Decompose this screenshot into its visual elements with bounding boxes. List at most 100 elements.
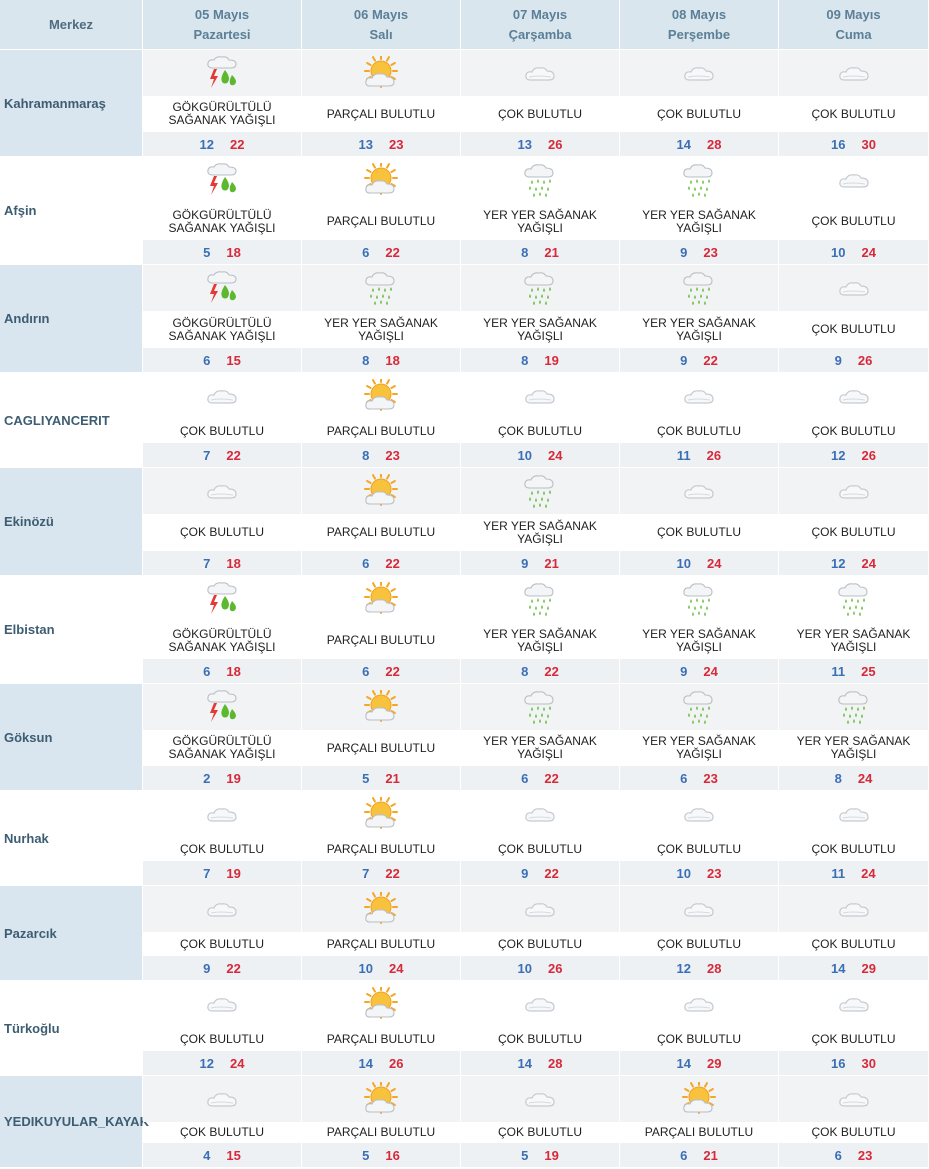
forecast-cell: ÇOK BULUTLU 14 28 [461,981,620,1076]
cloudy-icon [837,1089,871,1109]
cloudy-icon [837,804,871,824]
max-temperature: 23 [385,447,400,463]
partly-cloudy-icon [363,474,399,508]
cloudy-icon [205,1089,239,1109]
forecast-cell: PARÇALI BULUTLU 6 22 [302,157,461,265]
weather-description: PARÇALI BULUTLU [326,1031,436,1046]
cloudy-icon [205,481,239,501]
weather-description: ÇOK BULUTLU [811,1125,896,1139]
min-temperature: 9 [203,960,211,976]
weather-description: YER YER SAĞANAK YAĞIŞLI [642,626,756,654]
max-temperature: 22 [385,244,400,260]
partly-cloudy-icon [363,582,399,616]
forecast-cell: YER YER SAĞANAK YAĞIŞLI 8 21 [461,157,620,265]
forecast-cell: ÇOK BULUTLU 7 18 [143,468,302,576]
partly-cloudy-icon [681,1082,717,1116]
forecast-cell: YER YER SAĞANAK YAĞIŞLI 8 22 [461,576,620,684]
weather-description: YER YER SAĞANAK YAĞIŞLI [642,207,756,235]
weather-description: ÇOK BULUTLU [811,841,896,856]
forecast-cell: ÇOK BULUTLU 11 26 [620,373,779,468]
showers-icon [522,689,558,725]
forecast-cell: PARÇALI BULUTLU 6 21 [620,1076,779,1168]
header-date: 09 Mayıs [826,6,881,22]
weather-description: GÖKGÜRÜLTÜLÜ SAĞANAK YAĞIŞLI [168,100,276,127]
min-temperature: 6 [362,555,370,571]
partly-cloudy-icon [363,56,399,90]
header-date: 08 Mayıs [671,6,727,22]
weather-description: ÇOK BULUTLU [497,106,583,121]
forecast-cell: ÇOK BULUTLU 14 29 [779,886,929,981]
min-temperature: 14 [517,1055,532,1071]
max-temperature: 30 [861,136,876,152]
max-temperature: 28 [548,1055,563,1071]
max-temperature: 24 [389,960,404,976]
forecast-cell: GÖKGÜRÜLTÜLÜ SAĞANAK YAĞIŞLI 6 15 [143,265,302,373]
partly-cloudy-icon [363,987,399,1021]
max-temperature: 24 [230,1055,245,1071]
forecast-cell: PARÇALI BULUTLU 7 22 [302,791,461,886]
cloudy-icon [682,804,716,824]
max-temperature: 19 [544,352,559,368]
weather-description: ÇOK BULUTLU [497,423,583,438]
forecast-cell: ÇOK BULUTLU 9 26 [779,265,929,373]
weather-description: PARÇALI BULUTLU [326,633,436,647]
showers-icon [522,162,558,198]
max-temperature: 29 [861,960,876,976]
cloudy-icon [837,994,871,1014]
min-temperature: 13 [358,136,373,152]
min-temperature: 9 [680,352,688,368]
weather-description: ÇOK BULUTLU [497,841,583,856]
weather-description: ÇOK BULUTLU [179,936,265,951]
forecast-cell: ÇOK BULUTLU 10 24 [779,157,929,265]
partly-cloudy-icon [363,797,399,831]
weather-description: ÇOK BULUTLU [811,936,896,951]
max-temperature: 26 [389,1055,404,1071]
max-temperature: 26 [857,352,873,368]
forecast-cell: YER YER SAĞANAK YAĞIŞLI 6 22 [461,684,620,791]
showers-icon [836,689,872,725]
header-weekday: Salı [369,26,393,42]
weather-description: ÇOK BULUTLU [811,322,896,336]
weather-description: YER YER SAĞANAK YAĞIŞLI [483,315,597,343]
city-name: Ekinözü [0,468,143,576]
forecast-cell: PARÇALI BULUTLU 13 23 [302,50,461,157]
min-temperature: 4 [203,1147,211,1163]
thunderstorm-rain-icon [205,581,239,617]
weather-description: ÇOK BULUTLU [179,525,265,539]
min-temperature: 14 [831,960,846,976]
forecast-cell: ÇOK BULUTLU 9 22 [461,791,620,886]
max-temperature: 23 [703,770,718,786]
max-temperature: 18 [226,555,241,571]
city-name: Andırın [0,265,143,373]
city-name: Türkoğlu [0,981,143,1076]
forecast-cell: ÇOK BULUTLU 7 22 [143,373,302,468]
showers-icon [681,581,717,617]
forecast-cell: GÖKGÜRÜLTÜLÜ SAĞANAK YAĞIŞLI 12 22 [143,50,302,157]
min-temperature: 6 [362,244,370,260]
partly-cloudy-icon [363,163,399,197]
forecast-cell: ÇOK BULUTLU 14 28 [620,50,779,157]
min-temperature: 6 [203,663,211,679]
min-temperature: 9 [521,555,529,571]
min-temperature: 2 [203,770,211,786]
min-temperature: 14 [358,1055,373,1071]
min-temperature: 7 [362,865,370,881]
forecast-cell: ÇOK BULUTLU 16 30 [779,50,929,157]
weather-description: ÇOK BULUTLU [179,423,265,438]
city-name: CAGLIYANCERIT [0,373,143,468]
city-name: Pazarcık [0,886,143,981]
forecast-cell: ÇOK BULUTLU 10 26 [461,886,620,981]
forecast-cell: YER YER SAĞANAK YAĞIŞLI 8 18 [302,265,461,373]
min-temperature: 6 [521,770,529,786]
city-name: YEDIKUYULAR_KAYAK [0,1076,149,1168]
weather-description: ÇOK BULUTLU [656,525,742,539]
weather-description: YER YER SAĞANAK YAĞIŞLI [796,734,911,761]
cloudy-icon [837,63,871,83]
forecast-cell: YER YER SAĞANAK YAĞIŞLI 11 25 [779,576,929,684]
forecast-cell: ÇOK BULUTLU 10 23 [620,791,779,886]
max-temperature: 22 [544,865,559,881]
forecast-cell: YER YER SAĞANAK YAĞIŞLI 9 23 [620,157,779,265]
cloudy-icon [682,899,716,919]
showers-icon [522,473,558,509]
